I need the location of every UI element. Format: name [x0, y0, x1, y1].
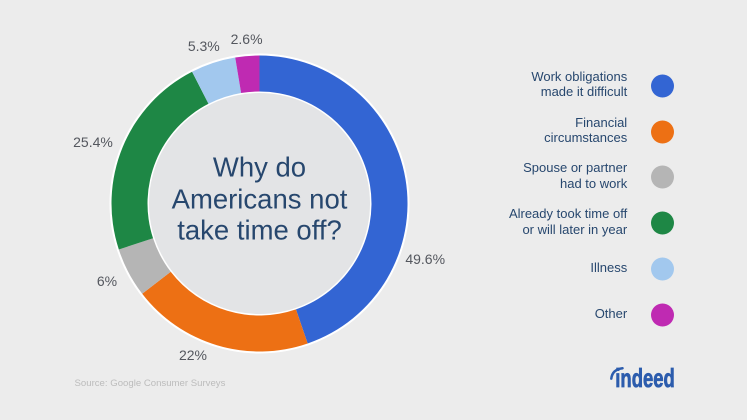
svg-text:indeed: indeed	[615, 363, 675, 393]
